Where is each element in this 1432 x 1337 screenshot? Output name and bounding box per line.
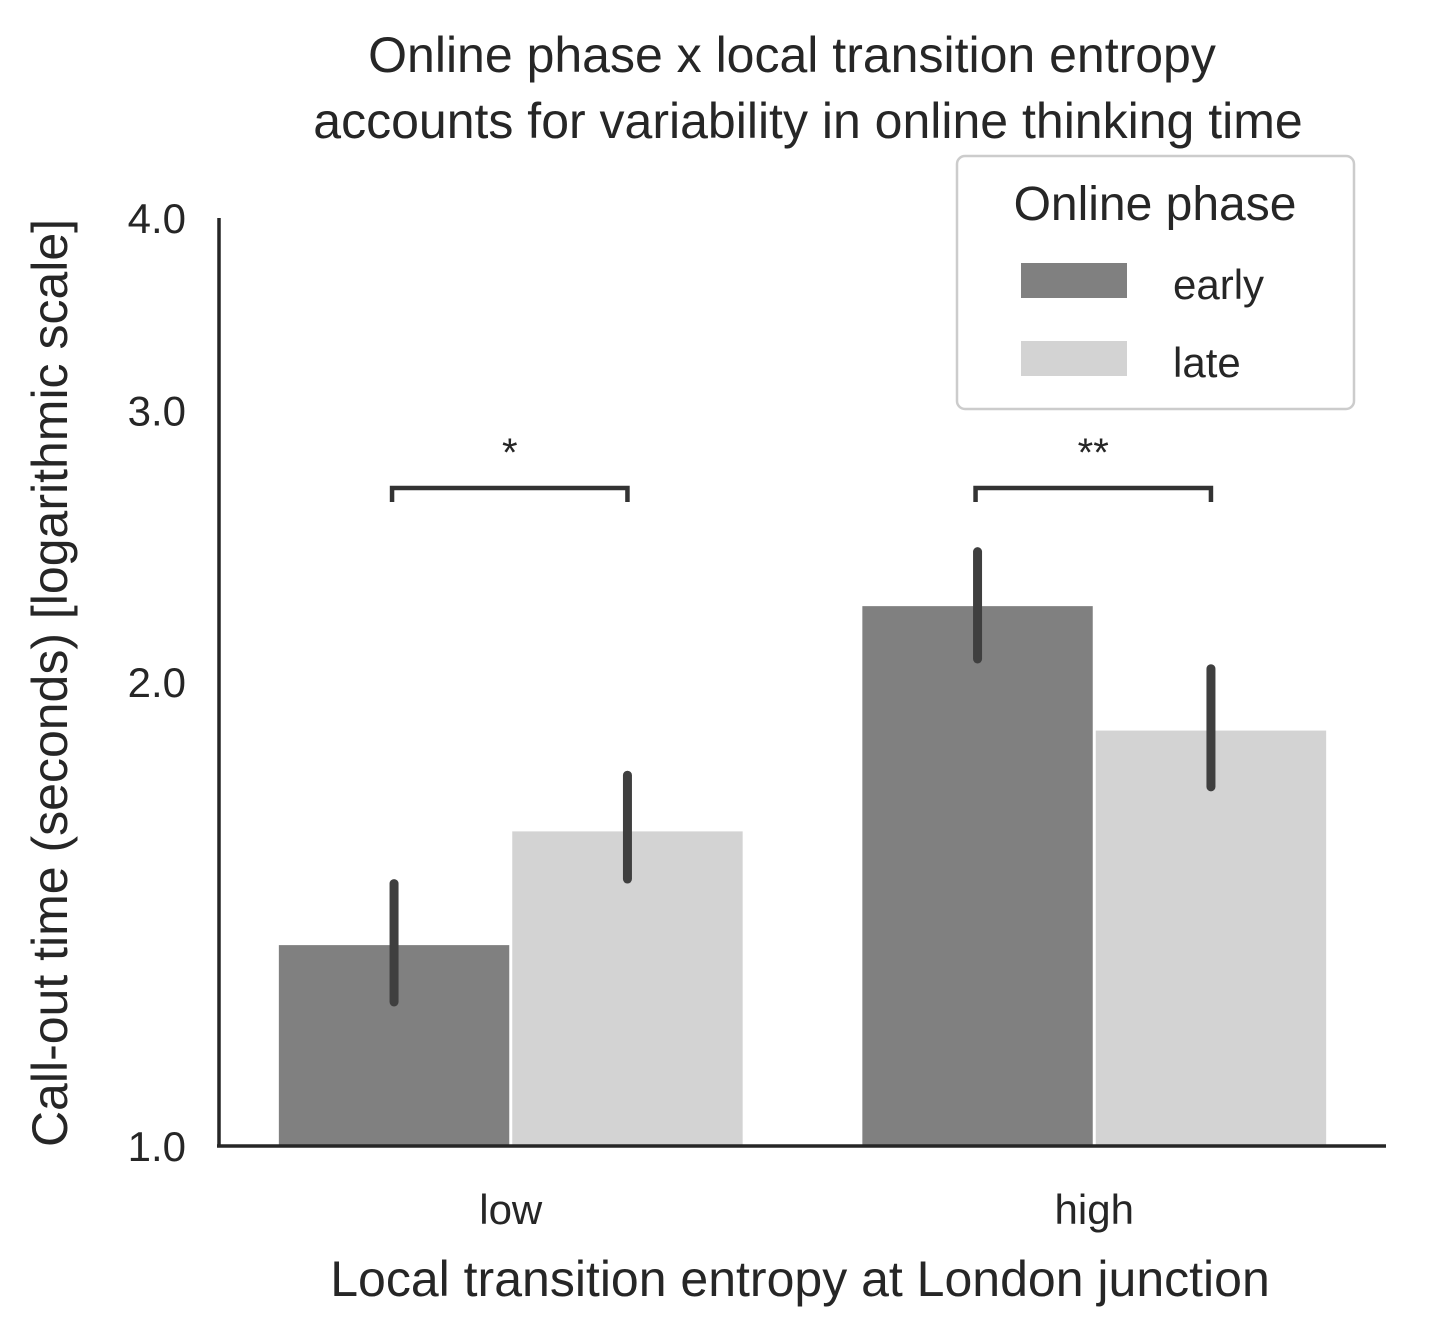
significance-label-low: * bbox=[502, 431, 518, 475]
legend: Online phase early late bbox=[955, 154, 1356, 411]
legend-label-early: early bbox=[1173, 261, 1264, 308]
legend-swatch-late bbox=[1021, 341, 1127, 376]
chart-title-line-1: Online phase x local transition entropy bbox=[368, 27, 1216, 83]
legend-title: Online phase bbox=[1014, 178, 1297, 231]
significance-label-high: ** bbox=[1078, 431, 1109, 475]
bar-late-low bbox=[512, 831, 743, 1146]
significance-bracket-high bbox=[973, 485, 1214, 502]
legend-label-late: late bbox=[1173, 339, 1241, 386]
y-tick-label: 4.0 bbox=[128, 195, 186, 242]
y-tick-label: 3.0 bbox=[128, 388, 186, 435]
x-tick-label: high bbox=[1055, 1186, 1134, 1233]
y-axis-title: Call-out time (seconds) [logarithmic sca… bbox=[22, 219, 78, 1147]
bar-late-high bbox=[1095, 730, 1327, 1146]
y-tick-label: 1.0 bbox=[128, 1123, 186, 1170]
bar-early-high bbox=[862, 606, 1093, 1146]
x-axis-title: Local transition entropy at London junct… bbox=[330, 1251, 1270, 1307]
y-tick-label: 2.0 bbox=[128, 659, 186, 706]
x-tick-label: low bbox=[479, 1186, 543, 1233]
significance-bracket-low bbox=[389, 485, 630, 502]
chart-title-line-2: accounts for variability in online think… bbox=[313, 93, 1302, 149]
legend-swatch-early bbox=[1021, 263, 1127, 298]
